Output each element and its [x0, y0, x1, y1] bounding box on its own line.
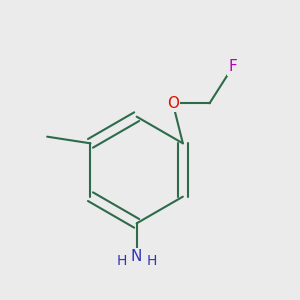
Text: N: N [131, 249, 142, 264]
Text: F: F [229, 59, 237, 74]
Text: H: H [146, 254, 157, 268]
Text: H: H [116, 254, 127, 268]
Text: O: O [167, 96, 179, 111]
